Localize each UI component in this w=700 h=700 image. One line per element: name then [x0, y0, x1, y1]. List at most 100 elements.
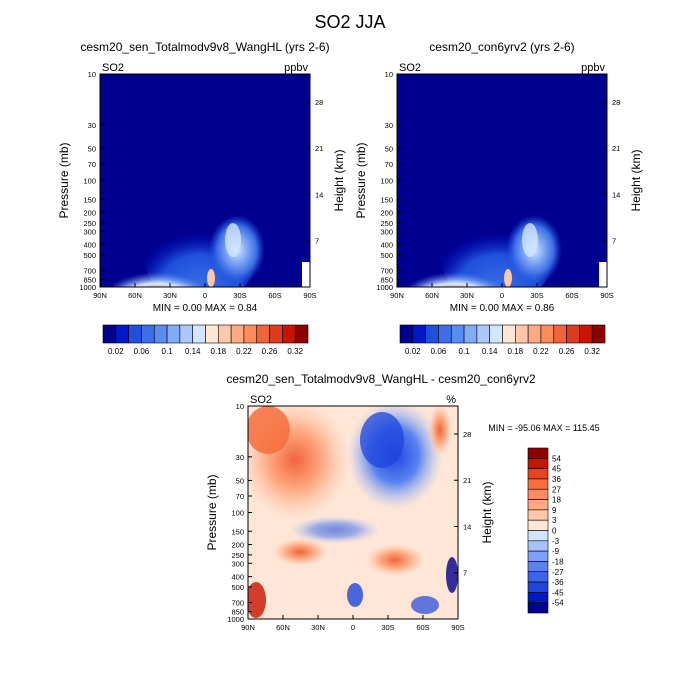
colorbar-swatch: [527, 458, 549, 469]
variable-label: SO2: [250, 394, 272, 406]
y-tick-label: 1000: [227, 615, 244, 624]
y-tick-label: 1000: [376, 283, 393, 292]
pole-positive: [428, 406, 452, 456]
x-tick-label: 0: [351, 623, 355, 632]
colorbar-swatch: [527, 468, 549, 480]
variable-label: SO2: [102, 62, 124, 74]
y2-axis-title: Height (km): [480, 481, 494, 543]
colorbar-label: -27: [552, 568, 564, 577]
colorbar-label: -18: [552, 557, 564, 566]
colorbar-swatch: [527, 324, 542, 344]
colorbar-swatch: [230, 324, 245, 344]
y-tick-label: 100: [380, 177, 393, 186]
sh-upper-troposphere-positive: [365, 544, 425, 576]
colorbar-swatch: [527, 519, 549, 531]
y-axis-title: Pressure (mb): [354, 142, 368, 218]
y-tick-label: 1000: [79, 283, 96, 292]
colorbar-label: 0.18: [211, 347, 227, 356]
chart-annotations-0: cesm20_sen_Totalmodv9v8_WangHL (yrs 2-6)…: [57, 40, 346, 356]
colorbar-swatch: [218, 324, 232, 344]
x-tick-label: 90S: [303, 291, 316, 300]
colorbar-label: 0.18: [508, 347, 524, 356]
colorbar-swatch: [527, 581, 549, 593]
colorbar-label: 18: [552, 496, 561, 505]
colorbar-label: 0.06: [431, 347, 447, 356]
colorbar-swatch: [527, 540, 549, 552]
units-label: ppbv: [284, 62, 308, 74]
main-title: SO2 JJA: [314, 12, 385, 32]
x-tick-label: 60S: [565, 291, 578, 300]
y-tick-label: 150: [380, 195, 393, 204]
chart-annotations-2: cesm20_sen_Totalmodv9v8_WangHL - cesm20_…: [205, 372, 600, 632]
chart-annotations-1: cesm20_con6yrv2 (yrs 2-6)SO2 ppbv10305070…: [354, 40, 643, 356]
x-tick-label: 90N: [241, 623, 255, 632]
colorbar-swatch: [553, 324, 567, 344]
colorbar-label: 0.22: [533, 347, 549, 356]
x-tick-label: 30S: [233, 291, 246, 300]
colorbar-label: -3: [552, 537, 560, 546]
colorbar-swatch: [450, 324, 465, 344]
panel-title: cesm20_con6yrv2 (yrs 2-6): [429, 40, 574, 54]
y2-tick-label: 21: [612, 144, 620, 153]
colorbar-swatch: [179, 324, 193, 344]
x-tick-label: 30N: [163, 291, 177, 300]
colorbar-swatch: [502, 324, 516, 344]
equator-surface-peak: [504, 269, 512, 287]
y2-tick-label: 21: [315, 144, 323, 153]
colorbar-swatch: [192, 324, 206, 344]
y2-tick-label: 28: [315, 98, 323, 107]
colorbar-label: 0.26: [262, 347, 278, 356]
min-max-stats: MIN = 0.00 MAX = 0.86: [450, 303, 555, 314]
colorbar-swatch: [115, 324, 129, 344]
units-label: %: [446, 394, 456, 406]
y-tick-label: 10: [88, 70, 96, 79]
colorbar-label: 0.14: [185, 347, 201, 356]
y-axis-title: Pressure (mb): [205, 474, 219, 550]
y2-tick-label: 7: [463, 569, 467, 578]
x-tick-label: 60N: [276, 623, 290, 632]
colorbar-swatch: [527, 571, 549, 583]
y-tick-label: 200: [83, 209, 96, 218]
y-tick-label: 150: [83, 195, 96, 204]
colorbar-swatch: [527, 561, 549, 573]
colorbar-swatch: [141, 324, 155, 344]
y-tick-label: 300: [231, 559, 244, 568]
min-max-stats: MIN = 0.00 MAX = 0.84: [153, 303, 258, 314]
y-tick-label: 10: [236, 402, 244, 411]
y-axis-title: Pressure (mb): [57, 142, 71, 218]
x-tick-label: 60N: [128, 291, 142, 300]
surface-hotspot: [410, 257, 498, 287]
sh-core-negative: [360, 412, 404, 468]
nh-surface-positive: [248, 582, 266, 618]
y2-tick-label: 14: [315, 190, 323, 199]
equator-surface-peak: [207, 269, 215, 287]
colorbar-label: 45: [552, 465, 561, 474]
colorbar-swatch: [128, 324, 142, 344]
colorbar: 0.02 0.06 0.1 0.14 0.18 0.22 0.26 0.32: [102, 324, 309, 356]
colorbar-label: -45: [552, 588, 564, 597]
y2-tick-label: 14: [463, 522, 471, 531]
y-tick-label: 700: [83, 267, 96, 276]
y-tick-label: 300: [83, 227, 96, 236]
surface-hotspot: [113, 257, 201, 287]
y-tick-label: 500: [380, 251, 393, 260]
y-tick-label: 70: [88, 160, 96, 169]
y-tick-label: 30: [236, 453, 244, 462]
panel-title: cesm20_sen_Totalmodv9v8_WangHL - cesm20_…: [226, 372, 536, 386]
contour-field-difference: [248, 406, 458, 619]
y-tick-label: 30: [88, 121, 96, 130]
y2-axis-title: Height (km): [629, 149, 643, 211]
y-tick-label: 400: [380, 241, 393, 250]
colorbar-swatch: [294, 324, 309, 344]
plume-core: [225, 223, 241, 257]
contour-field-sen: [100, 74, 310, 287]
x-tick-label: 30N: [460, 291, 474, 300]
colorbar-label: 0.1: [162, 347, 174, 356]
colorbar-label: 9: [552, 506, 557, 515]
colorbar-swatch: [102, 324, 117, 344]
colorbar-label: 0.32: [584, 347, 600, 356]
colorbar-label: 0.1: [459, 347, 471, 356]
colorbar-swatch: [591, 324, 606, 344]
y-tick-label: 70: [236, 492, 244, 501]
